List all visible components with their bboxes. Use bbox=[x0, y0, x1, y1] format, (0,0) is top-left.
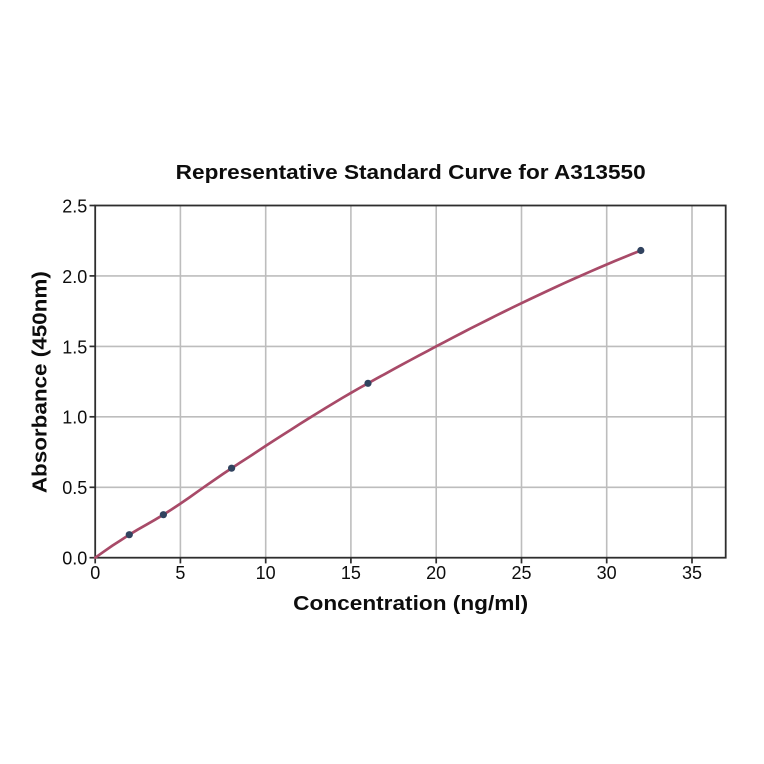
svg-text:1.0: 1.0 bbox=[62, 408, 87, 428]
svg-text:15: 15 bbox=[341, 563, 361, 583]
svg-text:10: 10 bbox=[256, 563, 276, 583]
svg-text:30: 30 bbox=[597, 563, 617, 583]
svg-text:1.5: 1.5 bbox=[62, 337, 87, 357]
svg-text:5: 5 bbox=[175, 563, 185, 583]
svg-text:2.0: 2.0 bbox=[62, 267, 87, 287]
svg-text:Absorbance (450nm): Absorbance (450nm) bbox=[29, 271, 51, 493]
svg-text:2.5: 2.5 bbox=[62, 196, 87, 216]
svg-text:0.0: 0.0 bbox=[62, 549, 87, 569]
svg-text:25: 25 bbox=[511, 563, 531, 583]
svg-text:20: 20 bbox=[426, 563, 446, 583]
svg-text:0.5: 0.5 bbox=[62, 478, 87, 498]
svg-text:Representative Standard Curve: Representative Standard Curve for A31355… bbox=[176, 162, 646, 184]
svg-text:35: 35 bbox=[682, 563, 702, 583]
svg-text:Concentration (ng/ml): Concentration (ng/ml) bbox=[293, 593, 528, 615]
svg-text:0: 0 bbox=[90, 563, 100, 583]
